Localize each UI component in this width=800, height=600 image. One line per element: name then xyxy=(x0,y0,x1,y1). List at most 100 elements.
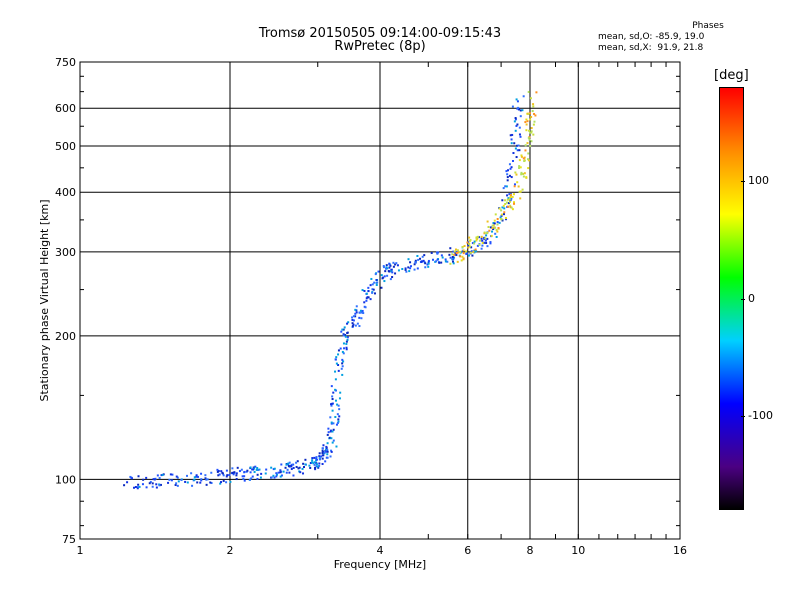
data-point-o xyxy=(142,478,145,481)
data-point-o xyxy=(331,441,334,444)
data-point-o xyxy=(288,461,291,464)
data-point-o xyxy=(386,274,389,277)
chart-title: Tromsø 20150505 09:14:00-09:15:43 xyxy=(258,26,502,41)
data-point-o xyxy=(339,391,342,394)
data-point-o xyxy=(162,473,165,476)
data-point-x xyxy=(457,251,460,254)
data-point-o xyxy=(200,478,203,481)
data-point-o xyxy=(311,461,314,464)
data-point-x xyxy=(510,206,513,209)
data-point-o xyxy=(176,484,179,487)
data-point-o xyxy=(303,466,306,469)
data-point-o xyxy=(416,267,419,270)
data-point-o xyxy=(313,461,316,464)
data-point-o xyxy=(365,297,368,300)
data-point-o xyxy=(502,187,505,190)
data-point-x xyxy=(453,253,456,256)
data-point-o xyxy=(290,464,293,467)
data-point-o xyxy=(251,475,254,478)
data-point-o xyxy=(315,465,318,468)
data-point-x xyxy=(461,246,464,249)
data-point-o xyxy=(489,241,492,244)
data-point-o xyxy=(354,324,357,327)
data-point-o xyxy=(313,456,316,459)
data-point-o xyxy=(276,473,279,476)
data-point-o xyxy=(397,269,400,272)
data-point-o xyxy=(392,261,395,264)
data-point-o xyxy=(377,270,380,273)
data-point-o xyxy=(285,471,288,474)
data-point-x xyxy=(528,138,531,141)
data-point-o xyxy=(334,388,337,391)
data-point-x xyxy=(527,112,530,115)
data-point-o xyxy=(413,268,416,271)
data-point-o xyxy=(343,347,346,350)
data-point-o xyxy=(374,273,377,276)
data-point-o xyxy=(342,328,345,331)
data-point-x xyxy=(513,185,516,188)
data-point-x xyxy=(469,245,472,248)
data-point-o xyxy=(334,358,337,361)
data-point-o xyxy=(272,468,275,471)
data-point-o xyxy=(270,466,273,469)
data-point-x xyxy=(456,249,459,252)
data-point-o xyxy=(346,332,349,335)
data-point-x xyxy=(485,232,488,235)
data-point-o xyxy=(222,474,225,477)
data-point-o xyxy=(337,420,340,423)
data-point-o xyxy=(467,254,470,257)
data-point-o xyxy=(355,309,358,312)
y-tick-label: 500 xyxy=(55,140,76,153)
data-point-x xyxy=(514,171,517,174)
data-point-x xyxy=(525,129,528,132)
data-point-o xyxy=(193,478,196,481)
data-point-x xyxy=(525,176,528,179)
data-point-x xyxy=(532,103,535,106)
data-point-o xyxy=(280,474,283,477)
data-point-o xyxy=(337,353,340,356)
data-point-o xyxy=(359,309,362,312)
data-point-x xyxy=(509,195,512,198)
y-tick-label: 750 xyxy=(55,56,76,69)
data-point-x xyxy=(518,166,521,169)
data-point-o xyxy=(337,349,340,352)
data-point-o xyxy=(431,258,434,261)
data-point-o xyxy=(381,277,384,280)
data-point-o xyxy=(404,268,407,271)
data-point-o xyxy=(209,481,212,484)
data-point-o xyxy=(388,262,391,265)
data-point-o xyxy=(169,473,172,476)
data-point-x xyxy=(500,218,503,221)
data-point-o xyxy=(196,481,199,484)
data-point-o xyxy=(315,462,318,465)
data-point-o xyxy=(436,258,439,261)
data-point-o xyxy=(249,466,252,469)
data-point-o xyxy=(152,478,155,481)
data-point-o xyxy=(301,467,304,470)
data-point-o xyxy=(507,202,510,205)
data-point-o xyxy=(233,471,236,474)
data-point-x xyxy=(527,90,530,93)
data-point-o xyxy=(409,261,412,264)
data-point-o xyxy=(351,318,354,321)
colorbar-tick-mark xyxy=(741,181,745,182)
data-point-o xyxy=(309,462,312,465)
data-point-x xyxy=(519,190,522,193)
data-point-o xyxy=(391,276,394,279)
data-point-o xyxy=(256,473,259,476)
data-point-o xyxy=(315,457,318,460)
data-point-o xyxy=(507,169,510,172)
data-point-x xyxy=(513,202,516,205)
data-point-o xyxy=(338,415,341,418)
data-point-o xyxy=(287,464,290,467)
x-tick-label: 16 xyxy=(673,544,687,557)
data-point-o xyxy=(160,474,163,477)
data-point-x xyxy=(518,190,521,193)
data-point-o xyxy=(355,311,358,314)
data-point-o xyxy=(346,322,349,325)
data-point-x xyxy=(460,259,463,262)
data-point-o xyxy=(510,142,513,145)
data-point-o xyxy=(494,232,497,235)
data-point-o xyxy=(295,465,298,468)
data-point-o xyxy=(401,268,404,271)
